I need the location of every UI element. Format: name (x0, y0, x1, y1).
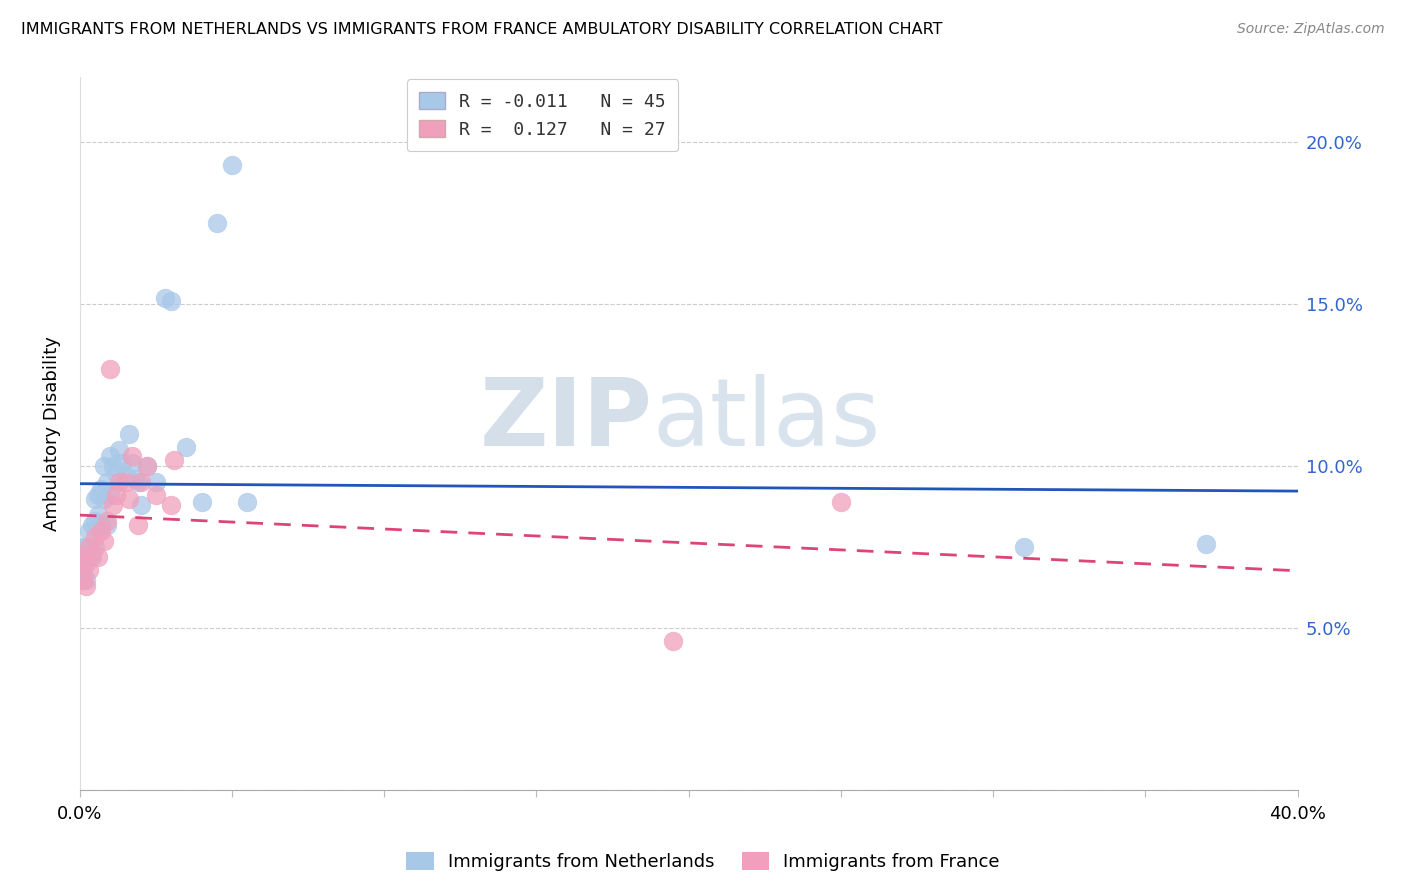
Point (77, 524, 100, 538)
Point (72, 540, 94, 554)
Point (75, 557, 97, 571)
Point (103, 459, 125, 474)
Point (176, 440, 198, 454)
Point (75, 573, 97, 587)
Text: atlas: atlas (652, 374, 880, 466)
Point (75, 579, 97, 593)
Point (830, 495, 852, 509)
Point (129, 475, 152, 490)
Point (135, 459, 157, 474)
Point (90, 482, 112, 496)
Point (103, 498, 125, 512)
Y-axis label: Ambulatory Disability: Ambulatory Disability (44, 336, 60, 532)
Text: IMMIGRANTS FROM NETHERLANDS VS IMMIGRANTS FROM FRANCE AMBULATORY DISABILITY CORR: IMMIGRANTS FROM NETHERLANDS VS IMMIGRANT… (21, 22, 942, 37)
Point (662, 634, 685, 648)
Point (77, 547, 100, 561)
Point (96, 514, 118, 528)
Point (80, 547, 103, 561)
Point (114, 469, 136, 483)
Point (84, 531, 107, 545)
Point (72, 549, 94, 564)
Point (236, 495, 259, 509)
Point (93, 491, 115, 506)
Point (163, 452, 186, 467)
Point (87, 508, 110, 522)
Text: ZIP: ZIP (479, 374, 652, 466)
Point (117, 491, 139, 506)
Point (117, 426, 139, 441)
Point (114, 475, 136, 490)
Point (1195, 537, 1218, 551)
Point (160, 293, 183, 308)
Point (87, 549, 110, 564)
Point (72, 549, 94, 564)
Text: Source: ZipAtlas.com: Source: ZipAtlas.com (1237, 22, 1385, 37)
Point (190, 495, 212, 509)
Point (75, 540, 97, 554)
Point (127, 517, 149, 532)
Point (221, 158, 243, 172)
Point (96, 517, 118, 532)
Point (80, 517, 103, 532)
Point (90, 517, 112, 532)
Point (77, 563, 100, 577)
Point (80, 549, 103, 564)
Point (90, 524, 112, 538)
Point (108, 475, 131, 490)
Point (96, 475, 118, 490)
Point (93, 533, 115, 548)
Point (127, 475, 149, 490)
Point (98, 450, 121, 464)
Point (72, 563, 94, 577)
Point (105, 488, 128, 502)
Legend: R = -0.011   N = 45, R =  0.127   N = 27: R = -0.011 N = 45, R = 0.127 N = 27 (406, 79, 679, 152)
Point (124, 472, 146, 486)
Point (205, 216, 228, 230)
Point (129, 498, 152, 512)
Point (98, 488, 121, 502)
Point (108, 443, 131, 458)
Point (135, 459, 157, 474)
Point (105, 466, 128, 480)
Point (145, 488, 167, 502)
Point (153, 291, 176, 305)
Point (72, 573, 94, 587)
Point (84, 540, 107, 554)
Point (160, 498, 183, 512)
Point (98, 362, 121, 376)
Point (77, 540, 100, 554)
Point (145, 475, 167, 490)
Point (87, 488, 110, 502)
Legend: Immigrants from Netherlands, Immigrants from France: Immigrants from Netherlands, Immigrants … (399, 846, 1007, 879)
Point (93, 459, 115, 474)
Point (75, 553, 97, 567)
Point (72, 573, 94, 587)
Point (121, 450, 143, 464)
Point (121, 456, 143, 470)
Point (1012, 540, 1035, 554)
Point (111, 456, 134, 470)
Point (84, 514, 107, 528)
Point (84, 491, 107, 506)
